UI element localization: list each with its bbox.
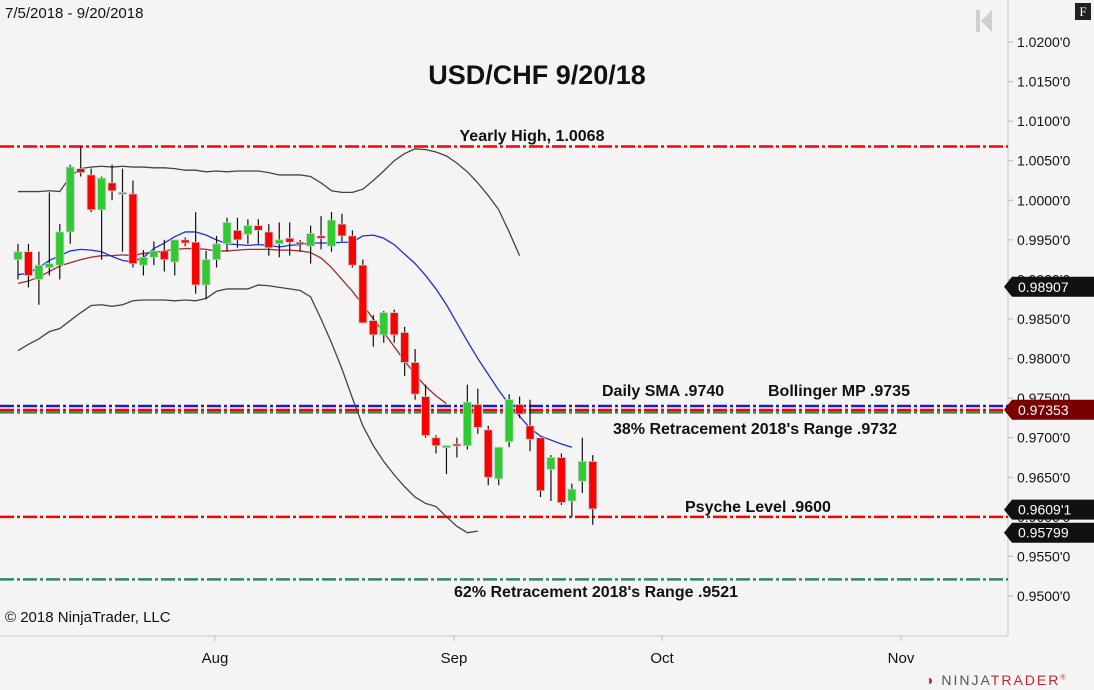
up-candle bbox=[34, 264, 44, 280]
down-candle bbox=[233, 229, 242, 241]
up-candle bbox=[243, 225, 253, 235]
down-candle bbox=[86, 174, 96, 211]
level-label: Yearly High, 1.0068 bbox=[460, 128, 605, 145]
level-label: 38% Retracement 2018's Range .9732 bbox=[613, 421, 897, 438]
level-label: Psyche Level .9600 bbox=[685, 499, 831, 516]
down-candle bbox=[536, 437, 545, 492]
down-candle bbox=[337, 223, 347, 237]
y-tick-label: 0.9850'0 bbox=[1017, 311, 1070, 327]
y-tick-label: 0.9650'0 bbox=[1017, 469, 1070, 485]
up-candle bbox=[462, 401, 472, 447]
date-range: 7/5/2018 - 9/20/2018 bbox=[5, 5, 144, 22]
up-candle bbox=[170, 239, 180, 263]
x-tick-label: Sep bbox=[441, 650, 468, 667]
level-label: 62% Retracement 2018's Range .9521 bbox=[454, 584, 738, 601]
svg-text:0.97353: 0.97353 bbox=[1018, 402, 1069, 418]
up-candle bbox=[306, 233, 316, 247]
up-candle bbox=[97, 177, 106, 211]
up-candle bbox=[379, 312, 389, 336]
down-candle bbox=[24, 251, 33, 276]
up-candle bbox=[327, 219, 336, 247]
down-candle bbox=[76, 168, 86, 173]
y-tick-label: 0.9950'0 bbox=[1017, 232, 1070, 248]
svg-text:0.98907: 0.98907 bbox=[1018, 279, 1069, 295]
svg-text:0.95799: 0.95799 bbox=[1018, 525, 1069, 541]
down-candle bbox=[180, 239, 190, 244]
y-tick-label: 0.9500'0 bbox=[1017, 588, 1070, 604]
up-candle bbox=[546, 457, 556, 470]
down-candle bbox=[452, 443, 462, 447]
price-marker: 0.98907 bbox=[1004, 276, 1094, 297]
sma-line bbox=[17, 231, 573, 448]
down-candle bbox=[525, 425, 535, 440]
down-candle bbox=[285, 237, 295, 243]
y-tick-label: 0.9800'0 bbox=[1017, 351, 1070, 367]
down-candle bbox=[159, 250, 169, 261]
down-candle bbox=[431, 437, 441, 447]
down-candle bbox=[191, 241, 201, 286]
up-candle bbox=[149, 250, 159, 258]
up-candle bbox=[118, 191, 127, 195]
up-candle bbox=[201, 259, 211, 286]
down-candle bbox=[368, 320, 378, 336]
up-candle bbox=[222, 222, 232, 245]
y-tick-label: 1.0050'0 bbox=[1017, 153, 1070, 169]
down-candle bbox=[316, 235, 326, 239]
up-candle bbox=[55, 231, 65, 266]
down-candle bbox=[473, 404, 483, 428]
bollinger-lower-band bbox=[17, 284, 478, 534]
down-candle bbox=[410, 362, 420, 395]
up-candle bbox=[504, 399, 514, 443]
ninjatrader-logo: ◑ NINJATRADER® bbox=[925, 672, 1068, 688]
y-tick-label: 1.0000'0 bbox=[1017, 192, 1070, 208]
price-marker: 0.9609'1 bbox=[1004, 499, 1094, 520]
up-candle bbox=[212, 243, 221, 261]
down-candle bbox=[588, 461, 598, 510]
up-candle bbox=[65, 166, 75, 233]
down-candle bbox=[389, 312, 399, 336]
up-candle bbox=[13, 251, 23, 261]
price-marker: 0.97353 bbox=[1004, 399, 1094, 420]
down-candle bbox=[421, 396, 430, 436]
down-candle bbox=[358, 264, 368, 324]
x-tick-label: Aug bbox=[202, 650, 229, 667]
y-tick-label: 1.0200'0 bbox=[1017, 34, 1070, 50]
bollinger-upper-band bbox=[18, 148, 521, 256]
up-candle bbox=[44, 263, 54, 268]
x-tick-label: Nov bbox=[888, 650, 915, 667]
down-candle bbox=[128, 193, 138, 264]
down-candle bbox=[400, 332, 410, 363]
down-candle bbox=[483, 429, 493, 478]
down-candle bbox=[107, 182, 117, 192]
chart-title: USD/CHF 9/20/18 bbox=[428, 60, 646, 90]
up-candle bbox=[577, 461, 587, 482]
copyright-notice: © 2018 NinjaTrader, LLC bbox=[5, 609, 171, 626]
svg-text:0.9609'1: 0.9609'1 bbox=[1018, 502, 1071, 518]
x-tick-label: Oct bbox=[650, 650, 674, 667]
y-tick-label: 0.9550'0 bbox=[1017, 548, 1070, 564]
up-candle bbox=[138, 256, 148, 266]
level-label: Bollinger MP .9735 bbox=[768, 383, 910, 400]
down-candle bbox=[264, 231, 274, 249]
up-candle bbox=[442, 445, 451, 449]
down-candle bbox=[295, 241, 305, 245]
f-button[interactable]: F bbox=[1075, 3, 1091, 20]
up-candle bbox=[567, 488, 577, 502]
ninja-mark-icon: ◑ bbox=[925, 672, 936, 688]
down-candle bbox=[557, 457, 566, 503]
y-tick-label: 0.9700'0 bbox=[1017, 430, 1070, 446]
up-candle bbox=[274, 239, 284, 245]
down-candle bbox=[253, 225, 263, 231]
up-candle bbox=[494, 446, 504, 480]
down-candle bbox=[515, 404, 524, 415]
price-marker: 0.95799 bbox=[1004, 522, 1094, 543]
level-label: Daily SMA .9740 bbox=[602, 383, 724, 400]
down-candle bbox=[347, 235, 357, 266]
y-tick-label: 1.0150'0 bbox=[1017, 74, 1070, 90]
y-tick-label: 1.0100'0 bbox=[1017, 113, 1070, 129]
scroll-to-start-icon[interactable] bbox=[976, 10, 994, 32]
